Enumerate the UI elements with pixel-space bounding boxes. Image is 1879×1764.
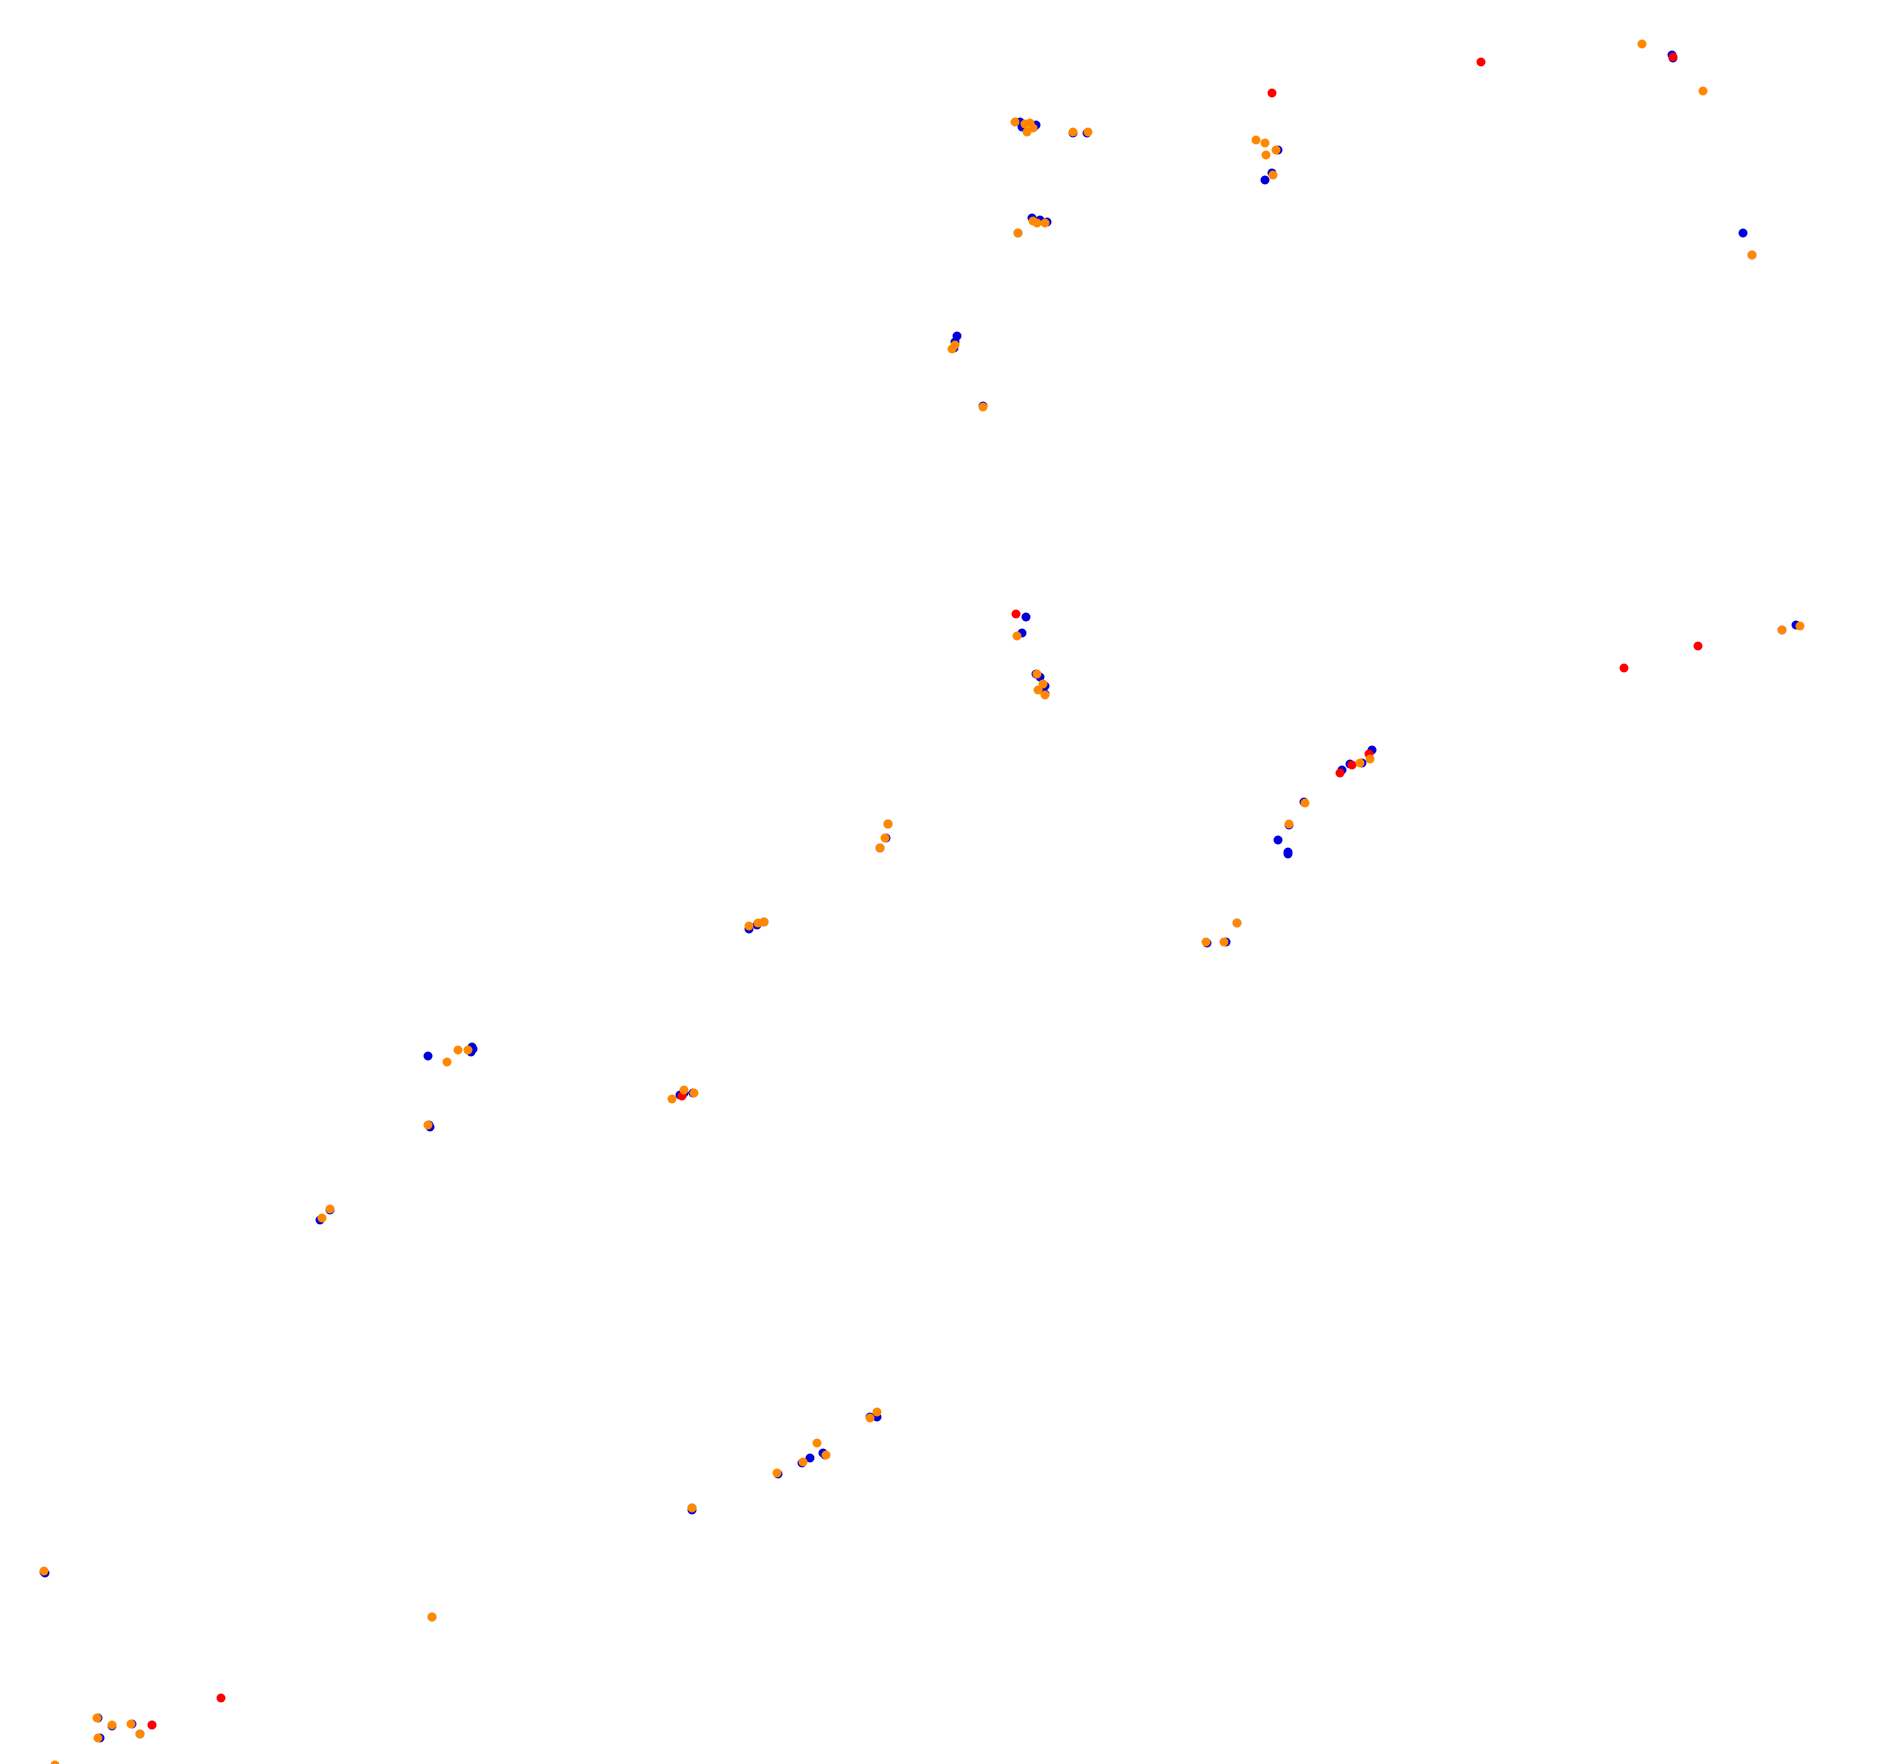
series-1	[147, 52, 1703, 1730]
data-point	[1068, 127, 1078, 137]
data-point	[679, 1085, 689, 1095]
data-point	[39, 1566, 49, 1576]
data-point	[1022, 127, 1032, 137]
data-point	[1021, 612, 1031, 622]
data-point	[50, 1760, 60, 1764]
data-point	[1747, 250, 1757, 260]
data-point	[1032, 669, 1042, 679]
data-point	[453, 1045, 463, 1055]
data-point	[1267, 88, 1277, 98]
data-point	[978, 402, 988, 412]
data-point	[216, 1693, 226, 1703]
data-point	[92, 1713, 102, 1723]
data-point	[135, 1729, 145, 1739]
data-point	[687, 1503, 697, 1513]
data-point	[1011, 609, 1021, 619]
data-point	[872, 1407, 882, 1417]
data-point	[1232, 918, 1242, 928]
data-point	[1260, 175, 1270, 185]
data-point	[1033, 685, 1043, 695]
data-point	[1268, 170, 1278, 180]
data-point	[1261, 150, 1271, 160]
data-point	[423, 1120, 433, 1130]
data-point	[1283, 847, 1293, 857]
data-point	[1271, 145, 1281, 155]
data-point	[1347, 760, 1357, 770]
data-point	[1698, 86, 1708, 96]
data-point	[1201, 937, 1211, 947]
data-point	[423, 1051, 433, 1061]
data-point	[1273, 835, 1283, 845]
series-layer	[39, 39, 1805, 1764]
data-point	[1038, 679, 1048, 689]
data-point	[875, 843, 885, 853]
data-point	[865, 1413, 875, 1423]
data-point	[689, 1088, 699, 1098]
data-point	[812, 1438, 822, 1448]
data-point	[1619, 663, 1629, 673]
data-point	[772, 1468, 782, 1478]
data-point	[1476, 57, 1486, 67]
data-point	[1300, 798, 1310, 808]
data-point	[107, 1720, 117, 1730]
data-point	[1693, 641, 1703, 651]
data-point	[1219, 937, 1229, 947]
data-point	[1365, 754, 1375, 764]
data-point	[1795, 621, 1805, 631]
data-point	[759, 917, 769, 927]
data-point	[1012, 631, 1022, 641]
data-point	[1738, 228, 1748, 238]
data-point	[1040, 690, 1050, 700]
data-point	[667, 1094, 677, 1104]
data-point	[1010, 117, 1020, 127]
data-point	[1637, 39, 1647, 49]
data-point	[1083, 127, 1093, 137]
data-point	[1335, 768, 1345, 778]
data-point	[1668, 52, 1678, 62]
data-point	[947, 344, 957, 354]
data-point	[798, 1457, 808, 1467]
data-point	[147, 1720, 157, 1730]
data-point	[883, 819, 893, 829]
data-point	[821, 1450, 831, 1460]
data-point	[317, 1213, 327, 1223]
data-point	[805, 1453, 815, 1463]
data-point	[1032, 218, 1042, 228]
data-point	[1284, 819, 1294, 829]
data-point	[442, 1057, 452, 1067]
data-point	[1040, 218, 1050, 228]
series-2	[39, 39, 1805, 1764]
data-point	[1355, 758, 1365, 768]
data-point	[93, 1733, 103, 1743]
data-point	[1251, 135, 1261, 145]
data-point	[1260, 138, 1270, 148]
series-0	[39, 50, 1801, 1764]
data-point	[744, 921, 754, 931]
data-point	[325, 1204, 335, 1214]
data-point	[463, 1045, 473, 1055]
data-point	[880, 833, 890, 843]
data-point	[126, 1719, 136, 1729]
data-point	[1777, 625, 1787, 635]
data-point	[427, 1612, 437, 1622]
data-point	[1013, 228, 1023, 238]
